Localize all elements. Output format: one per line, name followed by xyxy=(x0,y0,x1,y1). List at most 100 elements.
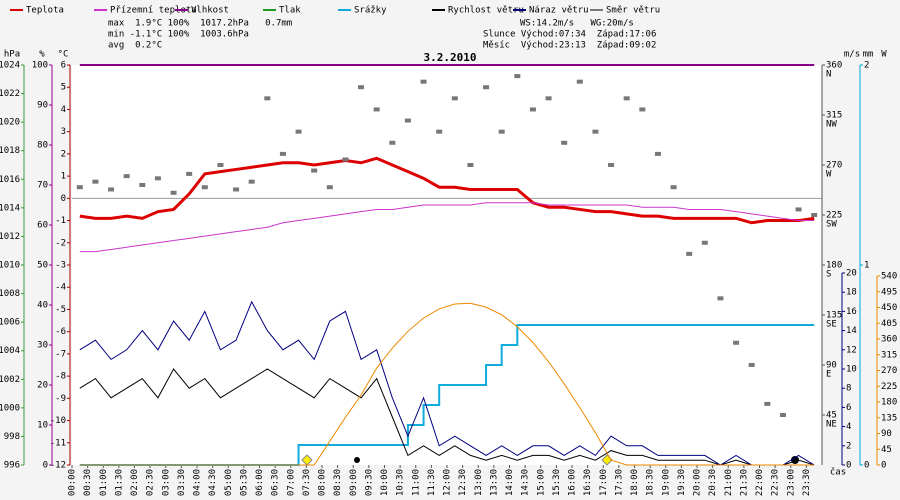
x-tick-label: 05:00 xyxy=(224,469,234,496)
chart-title: 3.2.2010 xyxy=(424,51,477,64)
direction-mark xyxy=(639,107,646,112)
axis-unit: hPa xyxy=(4,50,20,60)
y-tick-label: 1004 xyxy=(0,346,20,356)
stat-line: avg 0.2°C xyxy=(108,41,162,51)
y-tick-label: 1012 xyxy=(0,232,20,242)
direction-mark xyxy=(764,401,771,406)
y-tick-label: -5 xyxy=(55,305,66,315)
x-tick-label: 22:00 xyxy=(755,469,765,496)
direction-mark xyxy=(76,185,83,190)
direction-mark xyxy=(139,183,146,187)
y-tick-label: 0 xyxy=(61,194,66,204)
direction-mark xyxy=(717,296,724,301)
compass-label: W xyxy=(826,170,832,180)
direction-mark xyxy=(201,185,208,190)
x-tick-label: 04:00 xyxy=(193,469,203,496)
direction-mark xyxy=(733,340,740,345)
direction-mark xyxy=(326,185,333,190)
y-tick-label: 10 xyxy=(846,365,857,375)
x-tick-label: 10:30 xyxy=(396,469,406,496)
direction-mark xyxy=(467,163,474,167)
y-tick-label: 1022 xyxy=(0,89,20,99)
direction-mark xyxy=(436,129,443,134)
y-tick-label: 996 xyxy=(4,461,20,471)
y-tick-label: 1010 xyxy=(0,261,20,271)
y-tick-label: 40 xyxy=(37,301,48,311)
direction-mark xyxy=(248,179,255,184)
y-tick-label: 360 xyxy=(826,61,842,71)
y-tick-label: 2 xyxy=(61,149,66,159)
x-tick-label: 11:30 xyxy=(427,469,437,496)
y-tick-label: 135 xyxy=(881,413,897,423)
x-tick-label: 02:00 xyxy=(130,469,140,496)
y-tick-label: 1020 xyxy=(0,118,20,128)
x-tick-label: 02:30 xyxy=(146,469,156,496)
direction-mark xyxy=(451,96,458,101)
legend-label: Vlhkost xyxy=(191,6,229,16)
direction-mark xyxy=(670,185,677,190)
x-tick-label: 06:00 xyxy=(255,469,265,496)
y-tick-label: 12 xyxy=(846,345,857,355)
direction-mark xyxy=(498,129,505,134)
y-tick-label: 4 xyxy=(61,105,66,115)
y-tick-label: 14 xyxy=(846,326,857,336)
direction-mark xyxy=(811,213,818,217)
x-tick-label: 08:30 xyxy=(333,469,343,496)
y-tick-label: 45 xyxy=(826,411,837,421)
x-tick-label: 15:00 xyxy=(536,469,546,496)
y-tick-label: -11 xyxy=(50,438,66,448)
y-tick-label: 1024 xyxy=(0,61,20,71)
y-tick-label: 0 xyxy=(864,461,869,471)
y-tick-label: 1016 xyxy=(0,175,20,185)
series-line xyxy=(79,300,815,466)
y-tick-label: 60 xyxy=(37,221,48,231)
direction-mark xyxy=(545,96,552,101)
x-tick-label: 09:30 xyxy=(364,469,374,496)
compass-label: N xyxy=(826,70,831,80)
stat-line: max 1.9°C 100% 1017.2hPa 0.7mm xyxy=(108,19,292,29)
y-tick-label: 1 xyxy=(864,261,869,271)
legend-label: Srážky xyxy=(354,6,387,16)
y-tick-label: -7 xyxy=(55,349,66,359)
y-tick-label: 180 xyxy=(826,261,842,271)
moonset-marker xyxy=(354,457,360,463)
direction-mark xyxy=(420,79,427,84)
stat-line: Měsíc Východ:23:13 Západ:09:02 xyxy=(483,41,656,51)
y-tick-label: 16 xyxy=(846,307,857,317)
direction-mark xyxy=(264,96,271,101)
compass-label: S xyxy=(826,270,831,280)
direction-mark xyxy=(358,85,365,90)
y-tick-label: 180 xyxy=(881,398,897,408)
x-tick-label: 04:30 xyxy=(208,469,218,496)
direction-mark xyxy=(654,151,661,156)
axis-unit: °C xyxy=(58,50,69,60)
x-tick-label: 13:00 xyxy=(474,469,484,496)
direction-mark xyxy=(186,171,193,176)
compass-label: NW xyxy=(826,120,837,130)
legend-label: Tlak xyxy=(279,6,301,16)
x-tick-label: 18:00 xyxy=(630,469,640,496)
stat-line: Slunce Východ:07:34 Západ:17:06 xyxy=(483,30,656,40)
y-tick-label: 1018 xyxy=(0,146,20,156)
y-tick-label: 0 xyxy=(43,461,48,471)
y-tick-label: 30 xyxy=(37,341,48,351)
direction-mark xyxy=(529,107,536,112)
y-tick-label: 20 xyxy=(37,381,48,391)
direction-mark xyxy=(295,129,302,134)
direction-mark xyxy=(170,190,177,195)
x-tick-label: 10:00 xyxy=(380,469,390,496)
x-tick-label: 14:30 xyxy=(521,469,531,496)
y-tick-label: 1002 xyxy=(0,375,20,385)
direction-mark xyxy=(483,85,490,90)
direction-mark xyxy=(701,240,708,245)
compass-label: SE xyxy=(826,320,837,330)
y-tick-label: -10 xyxy=(50,416,66,426)
direction-mark xyxy=(592,129,599,134)
direction-mark xyxy=(779,413,786,417)
x-tick-label: 03:00 xyxy=(161,469,171,496)
axis-unit: mm xyxy=(863,50,874,60)
direction-mark xyxy=(108,187,115,192)
x-tick-label: 22:30 xyxy=(771,469,781,496)
series-line xyxy=(79,368,815,466)
x-tick-label: 16:30 xyxy=(583,469,593,496)
